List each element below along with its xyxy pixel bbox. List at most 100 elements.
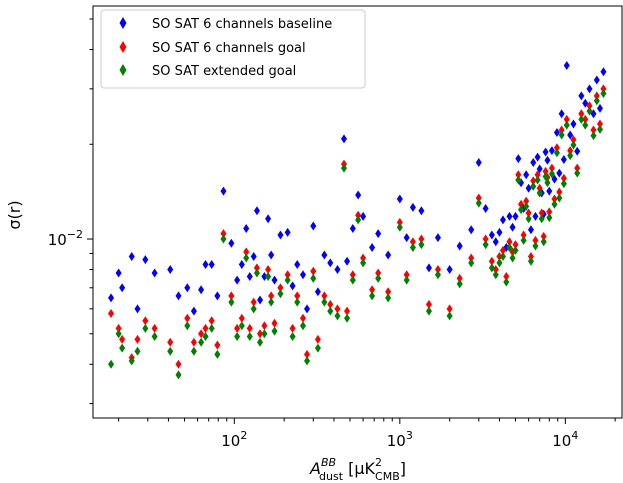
x-axis-label-sub: dust <box>319 470 344 483</box>
legend: SO SAT 6 channels baseline SO SAT 6 chan… <box>100 9 366 89</box>
point-extended-goal <box>250 304 257 314</box>
point-extended-goal <box>536 188 543 198</box>
point-baseline <box>551 174 558 184</box>
x-axis-label-close: ] <box>400 459 406 478</box>
point-extended-goal <box>246 332 253 342</box>
point-extended-goal <box>515 175 522 185</box>
point-extended-goal <box>582 120 589 130</box>
x-axis-label-unit: [μK <box>343 459 376 478</box>
point-baseline <box>198 285 205 295</box>
point-goal <box>238 313 245 323</box>
point-baseline <box>418 206 425 216</box>
point-baseline <box>512 211 519 221</box>
point-baseline <box>304 304 311 314</box>
legend-item-goal: SO SAT 6 channels goal <box>119 41 306 56</box>
point-baseline <box>220 186 227 196</box>
point-extended-goal <box>234 332 241 342</box>
point-extended-goal <box>523 201 530 211</box>
point-extended-goal <box>488 263 495 273</box>
point-baseline <box>600 67 607 77</box>
point-baseline <box>523 170 530 180</box>
point-baseline <box>558 109 565 119</box>
point-baseline <box>321 250 328 260</box>
point-extended-goal <box>558 130 565 140</box>
point-goal <box>456 273 463 283</box>
point-extended-goal <box>261 329 268 339</box>
point-baseline <box>289 281 296 291</box>
point-goal <box>540 231 547 241</box>
point-extended-goal <box>228 297 235 307</box>
point-extended-goal <box>385 293 392 303</box>
point-extended-goal <box>314 343 321 353</box>
point-goal <box>119 334 126 344</box>
point-goal <box>265 265 272 275</box>
point-extended-goal <box>425 306 432 316</box>
point-baseline <box>544 155 551 165</box>
point-baseline <box>202 259 209 269</box>
legend-item-baseline: SO SAT 6 channels baseline <box>119 17 332 32</box>
point-baseline <box>257 295 264 305</box>
point-baseline <box>294 259 301 269</box>
point-extended-goal <box>294 297 301 307</box>
point-extended-goal <box>574 168 581 178</box>
point-extended-goal <box>434 270 441 280</box>
point-extended-goal <box>175 370 182 380</box>
point-baseline <box>578 91 585 101</box>
point-extended-goal <box>253 268 260 278</box>
point-goal <box>268 291 275 301</box>
x-axis-label-unit-sup: 2 <box>375 456 382 469</box>
point-baseline <box>396 194 403 204</box>
point-goal <box>488 256 495 266</box>
point-baseline <box>349 224 356 234</box>
legend-marker-goal <box>119 41 127 53</box>
point-extended-goal <box>277 289 284 299</box>
point-baseline <box>253 206 260 216</box>
point-baseline <box>532 211 539 221</box>
point-goal <box>396 217 403 227</box>
point-goal <box>261 321 268 331</box>
x-axis-label-main: A <box>309 459 321 478</box>
point-goal <box>151 323 158 333</box>
point-baseline <box>375 229 382 239</box>
x-axis-label-unit-sub: CMB <box>375 470 400 483</box>
point-baseline <box>175 291 182 301</box>
point-extended-goal <box>369 291 376 301</box>
point-goal <box>468 253 475 263</box>
point-goal <box>512 240 519 250</box>
y-tick-label: 10−2 <box>48 228 83 249</box>
point-goal <box>108 308 115 318</box>
point-baseline <box>556 168 563 178</box>
point-goal <box>299 313 306 323</box>
point-baseline <box>250 251 257 261</box>
point-goal <box>520 230 527 240</box>
point-baseline <box>492 237 499 247</box>
point-goal <box>355 210 362 220</box>
point-baseline <box>515 154 522 164</box>
point-baseline <box>482 204 489 214</box>
point-goal <box>548 163 555 173</box>
point-extended-goal <box>289 332 296 342</box>
point-goal <box>271 318 278 328</box>
point-goal <box>523 196 530 206</box>
point-baseline <box>525 183 532 193</box>
legend-marker-baseline <box>119 17 127 29</box>
point-extended-goal <box>600 88 607 98</box>
point-baseline <box>167 265 174 275</box>
point-baseline <box>238 259 245 269</box>
point-extended-goal <box>418 240 425 250</box>
point-goal <box>600 84 607 94</box>
point-extended-goal <box>265 272 272 282</box>
point-baseline <box>456 241 463 251</box>
point-extended-goal <box>360 258 367 268</box>
point-goal <box>202 323 209 333</box>
point-extended-goal <box>167 346 174 356</box>
point-baseline <box>214 291 221 301</box>
point-baseline <box>527 225 534 235</box>
point-baseline <box>265 214 272 224</box>
y-axis-label: σ(r) <box>5 200 24 229</box>
point-goal <box>385 287 392 297</box>
point-baseline <box>128 251 135 261</box>
point-baseline <box>593 75 600 85</box>
point-goal <box>334 304 341 314</box>
point-extended-goal <box>475 198 482 208</box>
